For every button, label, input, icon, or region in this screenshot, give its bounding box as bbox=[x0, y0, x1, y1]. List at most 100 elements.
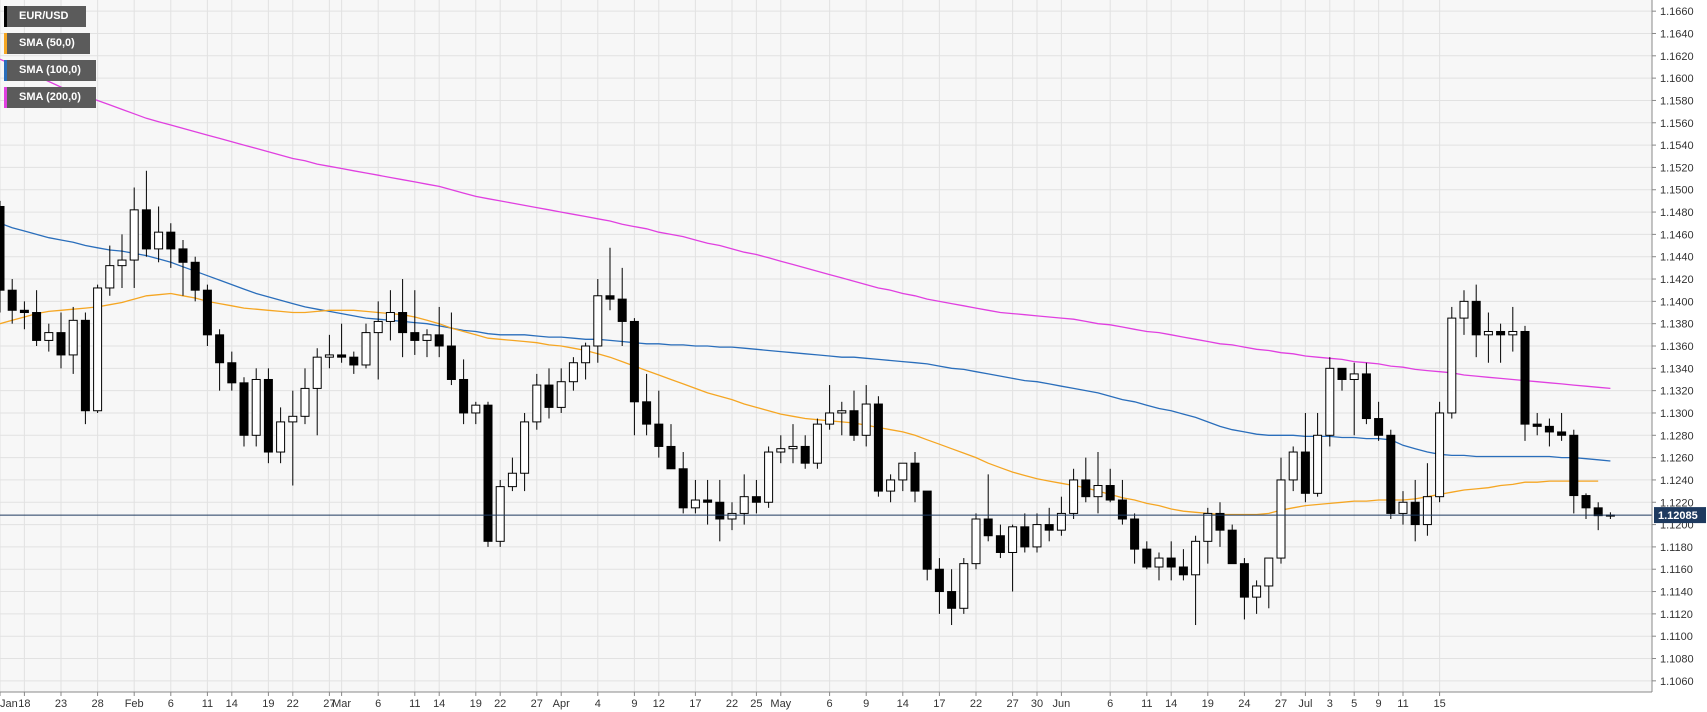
candle-body-up bbox=[1398, 501, 1408, 514]
candle bbox=[678, 452, 688, 514]
y-tick-label: 1.1100 bbox=[1660, 631, 1693, 643]
candle-body-up bbox=[1325, 367, 1335, 436]
candle bbox=[19, 301, 29, 330]
candle bbox=[1496, 323, 1506, 363]
candle-body-up bbox=[1313, 434, 1323, 494]
candle-body-up bbox=[1252, 585, 1262, 598]
candle-body-down bbox=[7, 289, 17, 311]
candle bbox=[812, 418, 822, 469]
candle bbox=[1093, 452, 1103, 514]
candle-body-up bbox=[776, 448, 786, 453]
y-tick-label: 1.1220 bbox=[1660, 497, 1694, 509]
candle bbox=[1264, 557, 1274, 609]
candle bbox=[239, 377, 249, 447]
candle bbox=[605, 247, 615, 311]
candle-body-down bbox=[1496, 330, 1506, 336]
candle-body-up bbox=[812, 423, 822, 464]
candle-body-up bbox=[520, 421, 530, 474]
legend-item-sma100[interactable]: SMA (100,0) bbox=[4, 60, 96, 81]
candle bbox=[1069, 468, 1079, 519]
x-tick-label: 11 bbox=[202, 698, 213, 710]
candle-body-down bbox=[934, 568, 944, 593]
candle-body-down bbox=[227, 362, 237, 384]
candle bbox=[1337, 367, 1347, 391]
x-tick-label: 28 bbox=[91, 698, 103, 710]
candle-body-down bbox=[239, 382, 249, 436]
candle bbox=[215, 329, 225, 391]
candle bbox=[861, 385, 871, 447]
candle bbox=[995, 524, 1005, 559]
candle-body-down bbox=[1166, 557, 1176, 568]
candle-body-down bbox=[922, 490, 932, 570]
candle-body-up bbox=[68, 319, 78, 356]
sma50-line bbox=[0, 292, 1599, 516]
candle-body-up bbox=[1288, 451, 1298, 481]
legend-label-sma100: SMA (100,0) bbox=[19, 64, 81, 76]
candle-body-down bbox=[1593, 507, 1603, 517]
y-tick-label: 1.1240 bbox=[1660, 475, 1694, 487]
candle-body-down bbox=[1361, 373, 1371, 420]
candle bbox=[617, 267, 627, 346]
candle bbox=[1105, 468, 1115, 503]
x-tick-label: 25 bbox=[750, 698, 762, 710]
candle-body-down bbox=[703, 499, 713, 503]
candle-body-up bbox=[581, 345, 591, 364]
candle-body-down bbox=[617, 298, 627, 322]
y-tick-label: 1.1360 bbox=[1660, 341, 1694, 353]
candle-body-down bbox=[642, 401, 652, 425]
y-tick-label: 1.1080 bbox=[1660, 654, 1694, 666]
candle bbox=[1447, 306, 1457, 419]
candle-body-up bbox=[385, 312, 395, 322]
candle-body-down bbox=[715, 501, 725, 520]
candle bbox=[1410, 479, 1420, 542]
candle-body-up bbox=[361, 332, 371, 366]
legend-item-sma50[interactable]: SMA (50,0) bbox=[4, 33, 90, 54]
candle-body-down bbox=[629, 320, 639, 403]
candle bbox=[739, 474, 749, 525]
x-tick-label: 27 bbox=[1275, 698, 1287, 710]
x-tick-label: 6 bbox=[168, 698, 174, 710]
x-tick-label: May bbox=[770, 698, 791, 710]
x-tick-label: 19 bbox=[262, 698, 274, 710]
candle bbox=[349, 351, 359, 374]
candle-body-up bbox=[861, 403, 871, 436]
candle bbox=[1325, 357, 1335, 447]
last-price-tag: 1.12085 bbox=[1654, 507, 1706, 524]
candle bbox=[642, 373, 652, 436]
candle-body-up bbox=[739, 496, 749, 514]
candle bbox=[202, 284, 212, 346]
candle-body-up bbox=[1203, 512, 1213, 542]
moving-averages bbox=[0, 58, 1611, 516]
x-tick-label: 9 bbox=[863, 698, 869, 710]
candle-body-up bbox=[1032, 524, 1042, 548]
candle-body-down bbox=[1142, 548, 1152, 568]
legend-item-eurusd[interactable]: EUR/USD bbox=[4, 6, 86, 27]
legend-item-sma200[interactable]: SMA (200,0) bbox=[4, 87, 96, 108]
x-tick-label: Apr bbox=[553, 698, 570, 710]
candle-body-up bbox=[1349, 373, 1359, 380]
x-tick-label: 27 bbox=[323, 698, 335, 710]
candle-body-down bbox=[1130, 518, 1140, 550]
candle bbox=[751, 479, 761, 514]
candle bbox=[80, 312, 90, 425]
candle-body-up bbox=[886, 479, 896, 492]
candle bbox=[825, 385, 835, 430]
x-tick-label: 19 bbox=[1202, 698, 1214, 710]
candle bbox=[1117, 479, 1127, 525]
candle bbox=[312, 348, 322, 436]
y-tick-label: 1.1500 bbox=[1660, 185, 1694, 197]
y-tick-label: 1.1060 bbox=[1660, 676, 1694, 688]
candle bbox=[1276, 457, 1286, 564]
candle bbox=[1142, 541, 1152, 570]
candle-body-down bbox=[1374, 418, 1384, 436]
candle bbox=[410, 290, 420, 355]
x-tick-label: 3 bbox=[1327, 698, 1333, 710]
candle bbox=[178, 239, 188, 296]
candle bbox=[251, 368, 261, 447]
y-tick-label: 1.1280 bbox=[1660, 430, 1694, 442]
legend-label-eurusd: EUR/USD bbox=[19, 10, 69, 22]
x-tick-label: 14 bbox=[433, 698, 445, 710]
x-tick-label: 27 bbox=[1006, 698, 1018, 710]
candle-body-down bbox=[1300, 451, 1310, 494]
